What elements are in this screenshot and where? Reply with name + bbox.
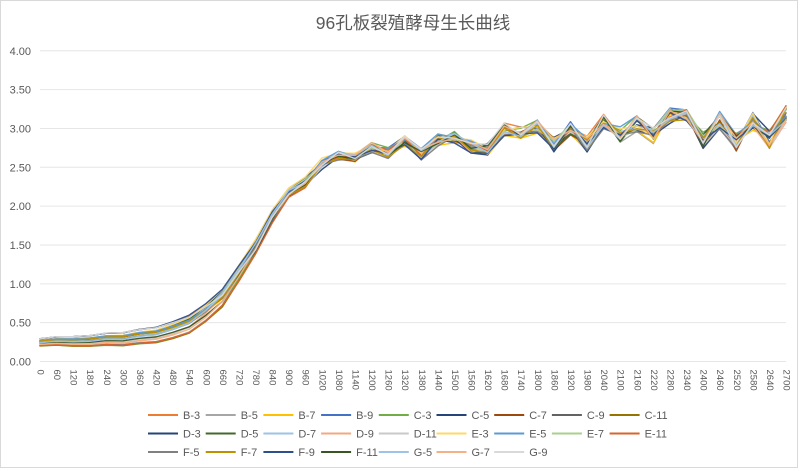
svg-text:60: 60 (51, 370, 62, 381)
svg-text:2280: 2280 (664, 370, 675, 391)
svg-text:C-11: C-11 (645, 410, 668, 422)
svg-text:B-3: B-3 (183, 410, 200, 422)
svg-text:1560: 1560 (466, 370, 477, 391)
svg-text:2160: 2160 (631, 370, 642, 391)
svg-text:2040: 2040 (598, 370, 609, 391)
svg-text:F-7: F-7 (241, 447, 258, 459)
svg-text:D-7: D-7 (298, 429, 316, 441)
svg-text:1800: 1800 (532, 370, 543, 391)
svg-text:2520: 2520 (731, 370, 742, 391)
svg-text:D-5: D-5 (241, 429, 259, 441)
svg-text:0.50: 0.50 (10, 318, 31, 330)
svg-text:660: 660 (217, 370, 228, 386)
svg-text:1020: 1020 (316, 370, 327, 391)
svg-text:180: 180 (84, 370, 95, 386)
svg-text:2100: 2100 (615, 370, 626, 391)
svg-text:G-5: G-5 (414, 447, 432, 459)
svg-text:3.50: 3.50 (10, 85, 31, 97)
svg-text:540: 540 (184, 370, 195, 386)
svg-text:1860: 1860 (548, 370, 559, 391)
svg-text:C-3: C-3 (414, 410, 432, 422)
svg-text:2.50: 2.50 (10, 162, 31, 174)
svg-text:2640: 2640 (764, 370, 775, 391)
svg-text:B-5: B-5 (241, 410, 258, 422)
svg-text:0: 0 (34, 370, 45, 375)
svg-text:420: 420 (151, 370, 162, 386)
svg-text:2400: 2400 (698, 370, 709, 391)
svg-text:2580: 2580 (747, 370, 758, 391)
svg-text:1.00: 1.00 (10, 279, 31, 291)
svg-text:E-3: E-3 (472, 429, 489, 441)
svg-text:2700: 2700 (780, 370, 791, 391)
svg-text:900: 900 (283, 370, 294, 386)
svg-text:2.00: 2.00 (10, 201, 31, 213)
svg-text:1920: 1920 (565, 370, 576, 391)
svg-text:C-9: C-9 (587, 410, 605, 422)
svg-text:1.50: 1.50 (10, 240, 31, 252)
svg-text:0.00: 0.00 (10, 357, 31, 369)
svg-text:360: 360 (134, 370, 145, 386)
svg-text:840: 840 (267, 370, 278, 386)
svg-text:C-7: C-7 (529, 410, 547, 422)
svg-text:4.00: 4.00 (10, 46, 31, 58)
svg-text:1440: 1440 (432, 370, 443, 391)
svg-text:E-5: E-5 (529, 429, 546, 441)
svg-text:D-9: D-9 (356, 429, 374, 441)
svg-text:C-5: C-5 (472, 410, 490, 422)
svg-text:F-9: F-9 (298, 447, 315, 459)
svg-text:1200: 1200 (366, 370, 377, 391)
svg-text:960: 960 (300, 370, 311, 386)
svg-text:D-11: D-11 (414, 429, 437, 441)
svg-text:1080: 1080 (333, 370, 344, 391)
svg-text:240: 240 (101, 370, 112, 386)
svg-text:B-9: B-9 (356, 410, 373, 422)
svg-text:G-7: G-7 (472, 447, 490, 459)
svg-text:2460: 2460 (714, 370, 725, 391)
svg-text:1620: 1620 (482, 370, 493, 391)
svg-text:480: 480 (167, 370, 178, 386)
svg-text:1980: 1980 (582, 370, 593, 391)
svg-text:3.00: 3.00 (10, 123, 31, 135)
svg-text:1380: 1380 (416, 370, 427, 391)
svg-text:E-7: E-7 (587, 429, 604, 441)
svg-text:120: 120 (68, 370, 79, 386)
svg-text:D-3: D-3 (183, 429, 201, 441)
svg-text:F-11: F-11 (356, 447, 378, 459)
svg-text:1740: 1740 (515, 370, 526, 391)
svg-text:600: 600 (200, 370, 211, 386)
svg-text:300: 300 (117, 370, 128, 386)
svg-text:F-5: F-5 (183, 447, 200, 459)
svg-text:2220: 2220 (648, 370, 659, 391)
svg-text:1260: 1260 (383, 370, 394, 391)
svg-text:2340: 2340 (681, 370, 692, 391)
svg-text:780: 780 (250, 370, 261, 386)
svg-text:1500: 1500 (449, 370, 460, 391)
svg-text:G-9: G-9 (529, 447, 547, 459)
svg-text:1680: 1680 (499, 370, 510, 391)
svg-text:720: 720 (233, 370, 244, 386)
svg-text:1320: 1320 (399, 370, 410, 391)
svg-text:1140: 1140 (349, 370, 360, 390)
svg-text:E-11: E-11 (645, 429, 667, 441)
svg-text:B-7: B-7 (298, 410, 315, 422)
